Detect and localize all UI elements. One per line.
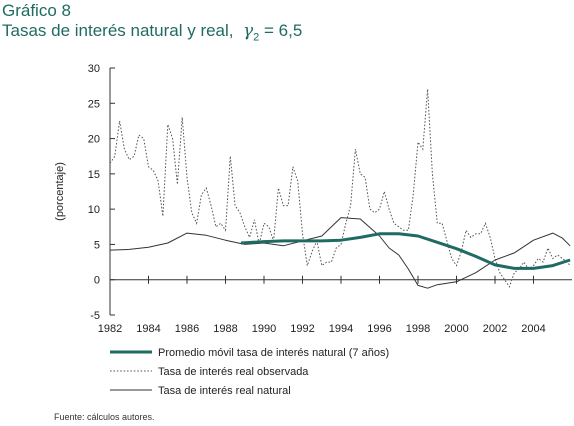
gamma-symbol: γ — [242, 21, 254, 41]
x-tick-label: 1988 — [213, 323, 237, 335]
x-tick-label: 1984 — [136, 323, 160, 335]
y-tick-label: 20 — [88, 134, 100, 146]
series-line-2 — [109, 89, 571, 288]
chart-title-text: Tasas de interés natural y real, — [2, 21, 234, 40]
x-tick-label: 1982 — [98, 323, 122, 335]
series-line-3 — [109, 217, 571, 289]
y-tick-label: 25 — [88, 98, 100, 110]
x-tick-label: 2000 — [444, 323, 468, 335]
y-axis-label: (porcentaje) — [54, 162, 66, 221]
x-tick-label: 1994 — [329, 323, 353, 335]
legend-label-1: Promedio móvil tasa de interés natural (… — [158, 347, 389, 359]
chart-title: Tasas de interés natural y real, γ2 = 6,… — [2, 21, 302, 47]
x-tick-label: 1996 — [367, 323, 391, 335]
y-tick-label: 10 — [88, 204, 100, 216]
chart-axes: -5 0 5 10 15 20 25 30 1982 1984 1986 1988 1990 1992 19… — [54, 63, 572, 335]
chart-label: Gráfico 8 — [2, 1, 71, 20]
x-tick-label: 2002 — [483, 323, 507, 335]
source-note: Fuente: cálculos autores. — [54, 412, 155, 422]
y-tick-label: 15 — [88, 169, 100, 181]
y-tick-label: 5 — [94, 239, 100, 251]
gamma-value: = 6,5 — [264, 21, 303, 40]
y-tick-label: 30 — [88, 63, 100, 75]
chart-series — [109, 89, 571, 289]
x-tick-label: 2004 — [521, 323, 545, 335]
y-tick-label: -5 — [90, 310, 100, 322]
x-tick-label: 1998 — [406, 323, 430, 335]
series-line-1 — [240, 232, 571, 270]
legend-label-2: Tasa de interés real observada — [158, 366, 309, 378]
y-tick-label: 0 — [94, 275, 100, 287]
chart-legend: Promedio móvil tasa de interés natural (… — [110, 347, 389, 397]
x-tick-label: 1992 — [290, 323, 314, 335]
legend-label-3: Tasa de interés real natural — [158, 385, 291, 397]
x-tick-label: 1990 — [252, 323, 276, 335]
x-tick-label: 1986 — [175, 323, 199, 335]
gamma-subscript: 2 — [253, 31, 260, 44]
